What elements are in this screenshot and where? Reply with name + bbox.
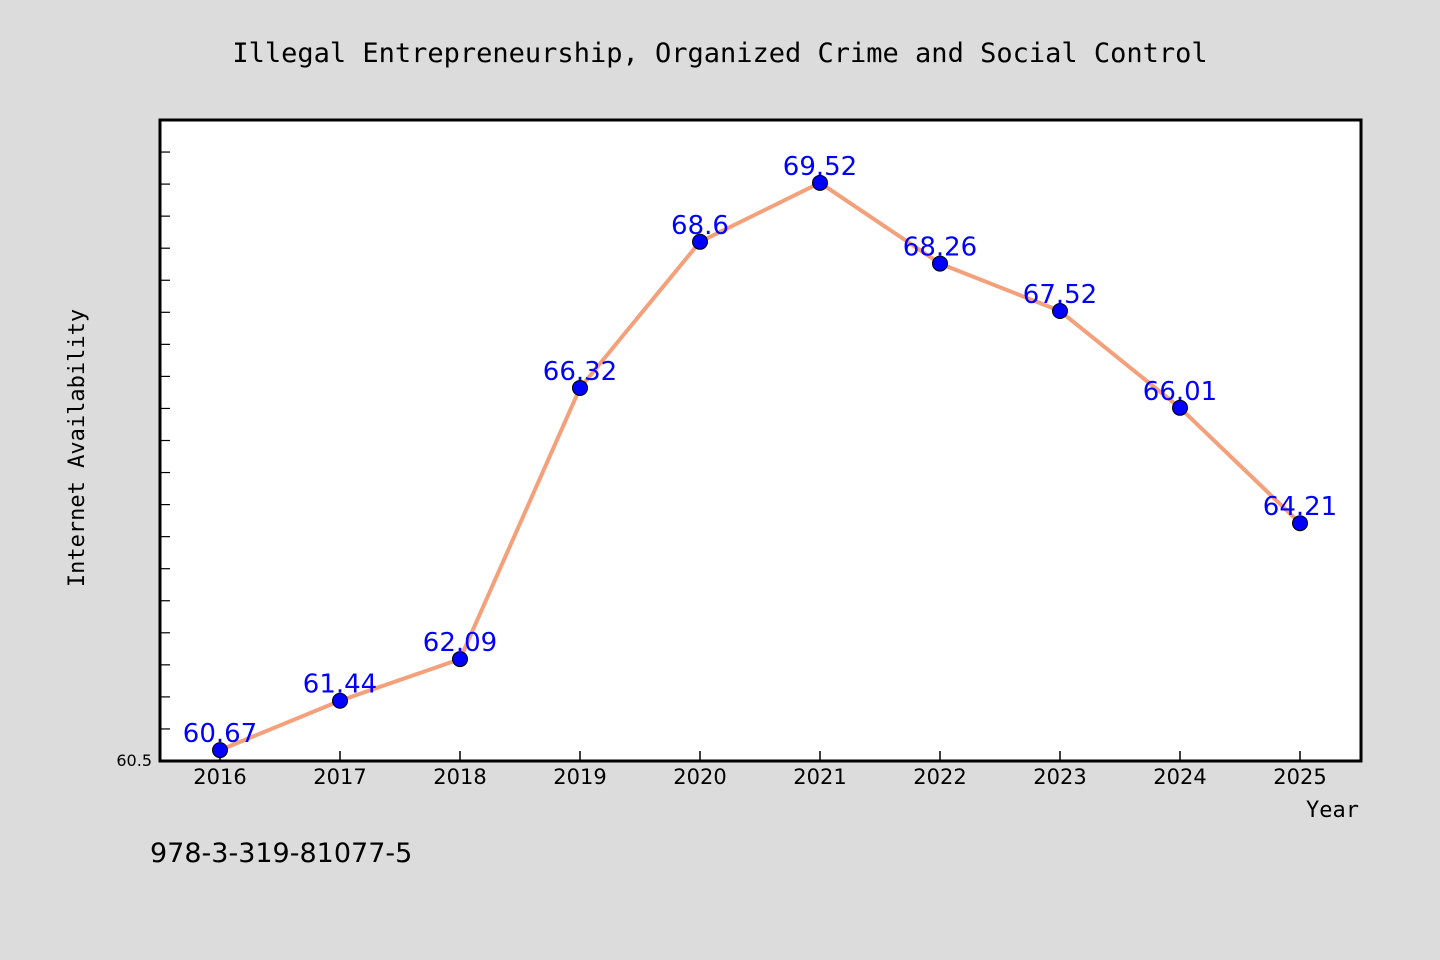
chart-title: Illegal Entrepreneurship, Organized Crim… [232, 38, 1207, 69]
data-point [1292, 515, 1308, 532]
x-tick-label: 2021 [793, 765, 846, 789]
x-tick-label: 2019 [553, 765, 606, 789]
x-tick-label: 2017 [313, 765, 366, 789]
data-label: 67.52 [1023, 280, 1097, 310]
data-point [1172, 399, 1188, 416]
series-line [219, 180, 1302, 752]
data-label: 62.09 [423, 628, 497, 658]
data-point [932, 255, 948, 272]
data-label: 66.01 [1143, 377, 1217, 407]
x-tick-label: 2018 [433, 765, 486, 789]
x-axis-label: Year [1306, 798, 1359, 823]
data-label: 61.44 [303, 670, 377, 700]
y-axis-label: Internet Availability [65, 309, 90, 587]
x-tick-label: 2025 [1273, 765, 1326, 789]
data-point [1052, 303, 1068, 320]
x-tick-label: 2023 [1033, 765, 1086, 789]
data-label: 69.52 [783, 152, 857, 182]
data-point [332, 692, 348, 709]
y-axis-ticks: 60.5 [116, 119, 170, 770]
data-label: 64.21 [1263, 492, 1337, 522]
data-label: 68.6 [671, 211, 729, 241]
x-tick-label: 2022 [913, 765, 966, 789]
data-point [212, 742, 228, 759]
x-axis-ticks: 2016 2017 2018 2019 2020 2021 2022 2023 2024 2025 [193, 751, 1327, 789]
x-tick-label: 2024 [1153, 765, 1206, 789]
y-tick-label: 60.5 [116, 751, 152, 770]
data-label: 60.67 [183, 719, 257, 749]
data-point [452, 651, 468, 668]
data-point [572, 379, 588, 396]
x-tick-label: 2016 [193, 765, 246, 789]
data-labels: 60.67 61.44 62.09 66.32 68.6 69.52 68.26 67.52 6… [183, 152, 1337, 749]
plot-area [158, 118, 1363, 763]
footer-isbn: 978-3-319-81077-5 [150, 838, 412, 869]
data-label: 68.26 [903, 233, 977, 263]
data-label: 66.32 [543, 357, 617, 387]
x-tick-label: 2020 [673, 765, 726, 789]
series-layer [212, 174, 1308, 759]
data-point [812, 174, 828, 191]
data-point [692, 233, 708, 250]
